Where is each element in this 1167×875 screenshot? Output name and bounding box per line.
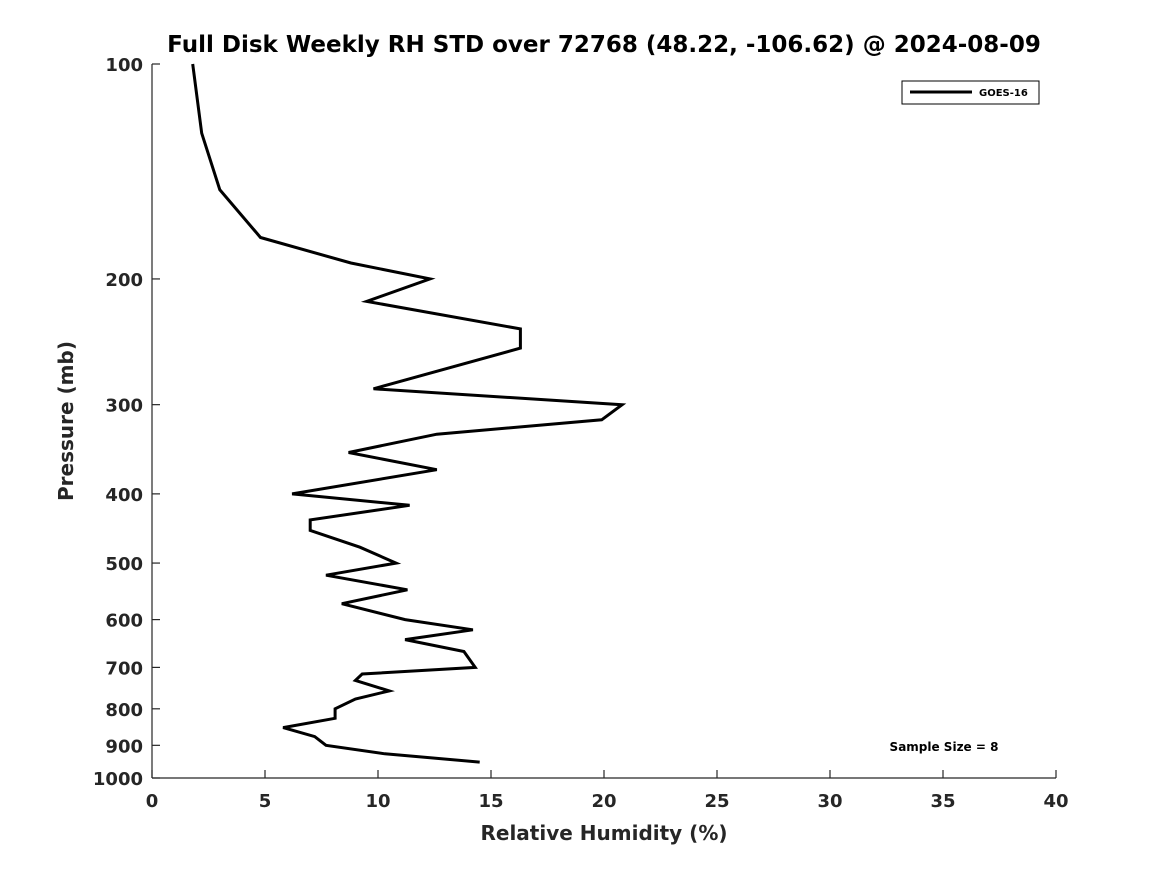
x-tick-label: 35 [930,791,955,812]
series-layer [191,63,627,764]
y-tick-label: 900 [105,736,143,757]
y-tick-label: 100 [105,55,143,76]
x-tick-label: 40 [1043,791,1068,812]
x-tick-label: 30 [817,791,842,812]
x-tick-label: 15 [478,791,503,812]
y-tick-label: 200 [105,270,143,291]
x-axis-label: Relative Humidity (%) [480,821,727,845]
y-axis-label: Pressure (mb) [54,341,78,501]
x-tick-label: 25 [704,791,729,812]
y-tick-label: 400 [105,485,143,506]
y-axis-ticks: 100 200 300 400 500 600 700 800 900 1000 [93,55,160,790]
y-tick-label: 600 [105,611,143,632]
x-tick-label: 10 [365,791,390,812]
y-tick-label: 700 [105,658,143,679]
plot-axes [151,64,1056,779]
chart-title: Full Disk Weekly RH STD over 72768 (48.2… [167,32,1041,58]
series-line [191,63,627,764]
x-tick-label: 20 [591,791,616,812]
x-tick-label: 0 [146,791,159,812]
x-axis-ticks: 0 5 10 15 20 25 30 35 40 [146,770,1069,812]
sample-size-annotation: Sample Size = 8 [890,740,999,754]
y-tick-label: 500 [105,554,143,575]
legend-label: GOES-16 [979,88,1028,99]
y-tick-label: 800 [105,700,143,721]
legend: GOES-16 [901,80,1040,105]
y-tick-label: 300 [105,396,143,417]
y-tick-label: 1000 [93,769,143,790]
x-tick-label: 5 [259,791,272,812]
